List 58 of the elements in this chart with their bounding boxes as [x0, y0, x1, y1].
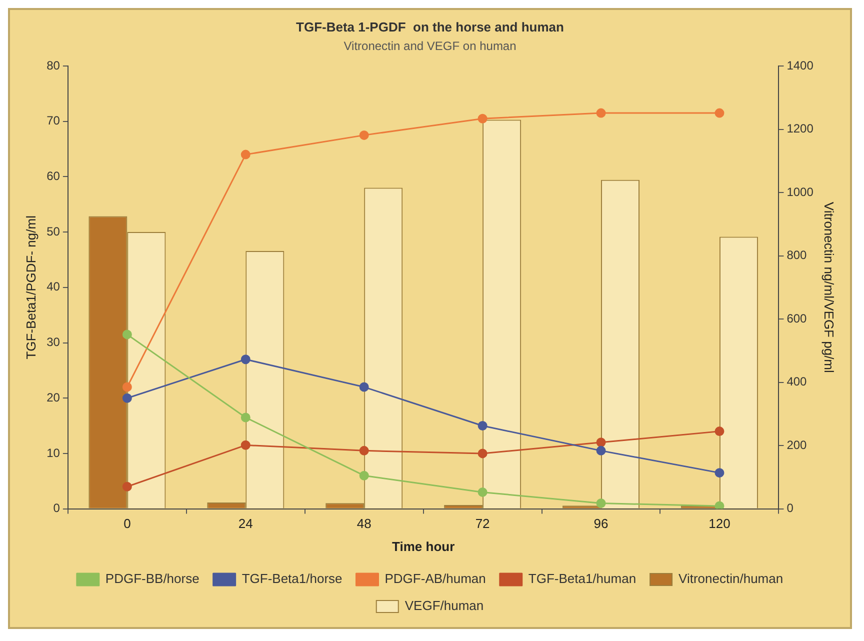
point — [596, 498, 606, 508]
point — [122, 393, 132, 403]
point — [714, 501, 724, 509]
y2-tick-label: 800 — [786, 248, 808, 262]
y2-tick-label: 200 — [786, 438, 808, 452]
x-axis-title: Time hour — [392, 538, 455, 554]
point — [714, 426, 724, 436]
x-tick-label: 72 — [475, 516, 490, 532]
y-tick-label: 10 — [46, 446, 60, 460]
y-tick-label: 60 — [46, 169, 60, 184]
point — [714, 468, 724, 478]
point — [240, 412, 250, 422]
x-tick-label: 0 — [124, 516, 131, 532]
point — [240, 354, 250, 364]
x-tick-label: 48 — [356, 516, 372, 532]
point — [122, 330, 132, 340]
legend-label: PDGF-BB/horse — [105, 571, 200, 586]
point — [478, 448, 488, 458]
y2-tick-label: 1400 — [786, 58, 814, 72]
point — [478, 114, 488, 124]
point — [478, 421, 488, 431]
x-tick-label: 120 — [708, 516, 730, 532]
y2-tick-label: 600 — [786, 311, 808, 326]
point — [122, 482, 132, 492]
y-tick-label: 50 — [46, 224, 60, 238]
point — [359, 130, 369, 140]
y2-tick-label: 400 — [786, 374, 808, 389]
legend-label: TGF-Beta1/human — [528, 571, 636, 586]
point — [359, 470, 369, 480]
y-axis-title: TGF-Beta1/PGDF- ng/ml — [23, 215, 38, 360]
legend-label: Vitronectin/human — [678, 571, 784, 586]
y2-tick-label: 1200 — [786, 122, 814, 136]
chart-subtitle: Vitronectin and VEGF on human — [344, 39, 516, 54]
y2-tick-label: 1000 — [786, 184, 814, 199]
chart-title: TGF-Beta 1-PGDF on the horse and human — [296, 19, 564, 34]
point — [596, 446, 606, 456]
point — [359, 446, 369, 456]
y2-tick-label: 0 — [786, 501, 794, 516]
x-tick-label: 96 — [594, 516, 608, 532]
point — [596, 108, 606, 118]
legend-label: VEGF/human — [404, 598, 484, 614]
y-tick-label: 30 — [46, 335, 60, 350]
point — [359, 382, 369, 392]
legend-label: TGF-Beta1/horse — [242, 571, 342, 586]
point — [122, 382, 132, 392]
y-tick-label: 80 — [46, 58, 60, 72]
y-tick-label: 70 — [46, 114, 60, 128]
point — [478, 487, 488, 497]
x-tick-label: 24 — [238, 516, 253, 532]
point — [240, 150, 250, 160]
legend-label: PDGF-AB/human — [384, 571, 486, 586]
y-tick-label: 20 — [46, 390, 60, 404]
y-tick-label: 40 — [46, 280, 60, 294]
point — [596, 438, 606, 448]
y2-axis-title: Vitronectin ng/ml/VEGF pg/ml — [822, 202, 837, 374]
point — [714, 108, 724, 118]
y-tick-label: 0 — [53, 501, 60, 516]
point — [240, 440, 250, 450]
